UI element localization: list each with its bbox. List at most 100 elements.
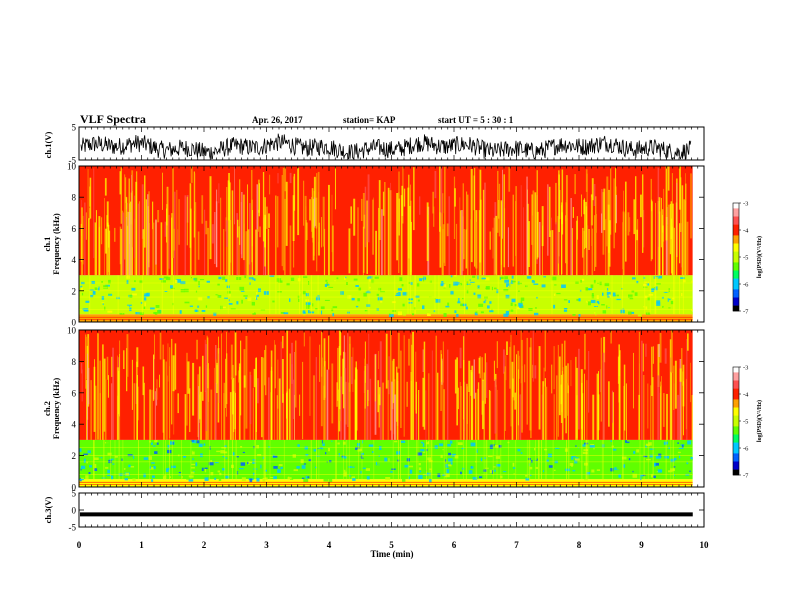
speckle — [591, 469, 595, 473]
speckle — [472, 476, 478, 480]
speckle — [269, 275, 275, 277]
spike — [492, 439, 494, 480]
spike — [162, 439, 164, 480]
speckle — [236, 301, 239, 305]
spike — [311, 275, 312, 315]
streak — [442, 360, 444, 440]
speckle — [495, 471, 497, 475]
streak — [127, 211, 129, 276]
spike — [463, 439, 464, 480]
streak — [323, 228, 326, 276]
speckle — [357, 298, 360, 302]
speckle — [448, 458, 453, 462]
spike — [602, 439, 604, 480]
spike — [664, 275, 666, 315]
speckle — [595, 313, 597, 316]
streak — [321, 332, 323, 377]
streak — [189, 388, 191, 432]
speckle — [361, 452, 364, 455]
speckle — [406, 288, 408, 292]
speckle — [403, 301, 406, 305]
speckle — [429, 479, 432, 483]
spike — [392, 439, 394, 480]
streak — [415, 381, 417, 414]
speckle — [151, 479, 154, 482]
speckle — [175, 280, 178, 283]
speckle — [376, 452, 382, 455]
speckle — [222, 276, 226, 280]
colorbar-segment — [733, 265, 739, 269]
speckle — [97, 455, 99, 459]
colorbar-segment — [733, 284, 739, 287]
colorbar-segment — [733, 203, 739, 206]
colorbar-tick-label: -6 — [743, 446, 749, 453]
streak — [494, 379, 497, 434]
speckle — [657, 469, 663, 473]
speckle — [443, 313, 447, 317]
colorbar-tick-label: -7 — [743, 309, 749, 316]
streak — [539, 222, 541, 276]
streak — [661, 376, 662, 440]
ch3-y-tick-label: 5 — [72, 489, 77, 499]
spectral-band — [79, 166, 693, 276]
speckle — [594, 312, 596, 314]
speckle — [225, 457, 228, 459]
streak — [504, 366, 506, 431]
streak — [378, 207, 380, 276]
speckle — [487, 455, 493, 458]
streak — [561, 205, 562, 276]
speckle — [655, 462, 659, 466]
spike — [529, 439, 531, 480]
streak — [109, 230, 111, 276]
speckle — [353, 278, 358, 281]
streak — [597, 394, 600, 431]
streak — [591, 178, 594, 201]
streak — [482, 189, 485, 276]
speckle — [224, 445, 227, 448]
speckle — [646, 283, 650, 286]
speckle — [151, 442, 153, 445]
streak — [483, 372, 485, 440]
speckle — [641, 279, 646, 281]
speckle — [655, 456, 661, 459]
streak — [591, 228, 594, 276]
streak — [457, 387, 459, 410]
speckle — [201, 309, 206, 312]
spike — [394, 275, 396, 315]
speckle — [402, 303, 405, 307]
speckle — [201, 284, 204, 287]
speckle — [402, 292, 408, 296]
streak — [361, 198, 363, 221]
speckle — [395, 294, 399, 296]
speckle — [320, 306, 325, 310]
streak — [439, 212, 442, 268]
streak — [288, 388, 290, 440]
speckle — [480, 311, 484, 314]
streak — [606, 176, 609, 247]
streak — [612, 392, 614, 440]
speckle — [442, 449, 444, 451]
speckle — [227, 471, 232, 474]
speckle — [107, 310, 113, 313]
speckle — [290, 302, 296, 306]
speckle — [360, 470, 362, 474]
spike — [362, 275, 364, 315]
speckle — [139, 280, 143, 284]
speckle — [328, 286, 334, 288]
streak — [197, 374, 199, 438]
streak — [658, 343, 660, 357]
streak — [662, 209, 664, 233]
spike — [299, 275, 300, 315]
colorbar-segment — [733, 275, 739, 279]
streak — [264, 350, 266, 386]
speckle — [484, 299, 487, 301]
streak — [204, 339, 206, 392]
channel-label: ch.1 — [42, 237, 52, 252]
spike — [515, 439, 517, 480]
streak — [484, 353, 486, 404]
streak — [478, 210, 480, 276]
speckle — [496, 464, 501, 467]
speckle — [428, 459, 433, 463]
speckle — [476, 449, 478, 453]
streak — [676, 182, 678, 256]
